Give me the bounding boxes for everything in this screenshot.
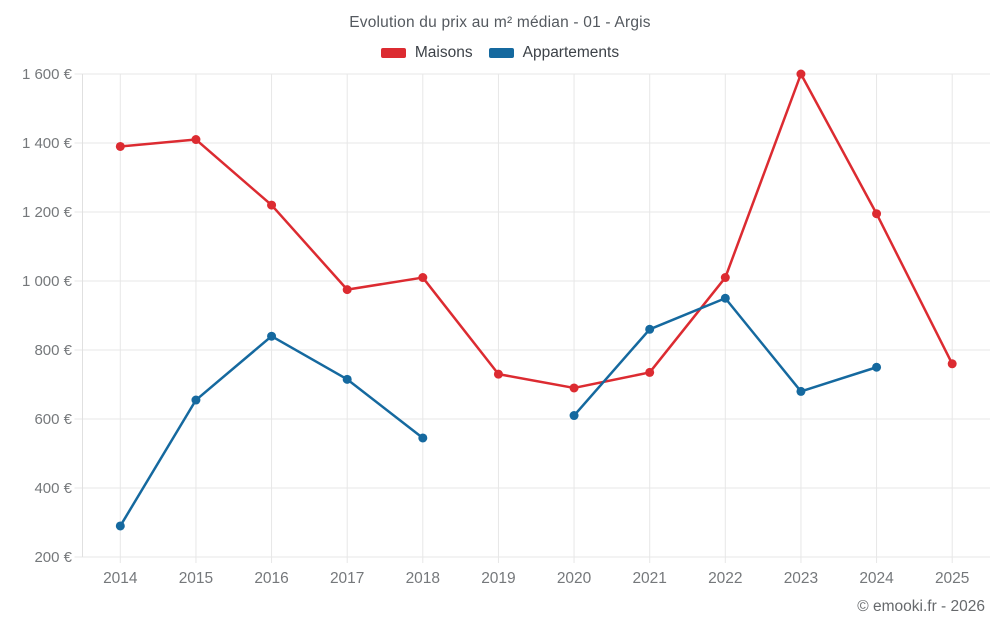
- legend-label-maisons: Maisons: [414, 44, 473, 61]
- data-point-maisons[interactable]: [115, 141, 125, 151]
- data-point-maisons[interactable]: [418, 273, 428, 283]
- legend-item-maisons[interactable]: Maisons: [380, 44, 473, 62]
- data-point-maisons[interactable]: [720, 273, 730, 283]
- series-line-maisons: [119, 72, 954, 390]
- data-point-maisons[interactable]: [493, 369, 503, 379]
- y-tick-label: 600 €: [34, 411, 72, 428]
- y-tick-label: 1 600 €: [22, 66, 73, 83]
- data-point-maisons[interactable]: [267, 200, 277, 210]
- x-tick-label: 2024: [859, 570, 894, 587]
- legend-label-appartements: Appartements: [522, 44, 620, 61]
- y-tick-label: 800 €: [34, 342, 72, 359]
- x-tick-label: 2019: [481, 570, 515, 587]
- x-tick-label: 2018: [406, 570, 440, 587]
- data-point-appartements[interactable]: [872, 362, 882, 372]
- data-point-appartements[interactable]: [796, 386, 806, 396]
- data-point-maisons[interactable]: [872, 209, 882, 219]
- x-tick-label: 2015: [179, 570, 213, 587]
- footer-credit: © emooki.fr - 2026: [857, 598, 985, 615]
- data-point-appartements[interactable]: [418, 433, 428, 443]
- data-point-appartements[interactable]: [645, 324, 655, 334]
- chart-title: Evolution du prix au m² médian - 01 - Ar…: [349, 14, 651, 31]
- y-tick-label: 1 200 €: [22, 204, 73, 221]
- data-point-appartements[interactable]: [267, 331, 277, 341]
- data-point-appartements[interactable]: [720, 293, 730, 303]
- x-tick-label: 2020: [557, 570, 592, 587]
- data-point-maisons[interactable]: [645, 367, 655, 377]
- legend-swatch-maisons-icon: [380, 48, 406, 58]
- data-point-appartements[interactable]: [191, 395, 201, 405]
- y-tick-label: 400 €: [34, 480, 72, 497]
- x-tick-label: 2025: [935, 570, 969, 587]
- data-point-maisons[interactable]: [342, 285, 352, 295]
- legend-swatch-appartements-icon: [488, 48, 514, 58]
- x-tick-label: 2023: [784, 570, 818, 587]
- x-tick-label: 2016: [254, 570, 288, 587]
- data-point-maisons[interactable]: [796, 69, 806, 79]
- data-point-appartements[interactable]: [115, 521, 125, 531]
- data-point-maisons[interactable]: [191, 135, 201, 145]
- x-tick-label: 2021: [632, 570, 666, 587]
- x-tick-label: 2022: [708, 570, 742, 587]
- data-point-maisons[interactable]: [947, 359, 957, 369]
- y-tick-label: 200 €: [34, 549, 72, 566]
- data-point-appartements[interactable]: [342, 374, 352, 384]
- data-point-appartements[interactable]: [569, 411, 579, 421]
- y-tick-label: 1 400 €: [22, 135, 73, 152]
- x-tick-label: 2014: [103, 570, 138, 587]
- y-tick-label: 1 000 €: [22, 273, 73, 290]
- data-point-maisons[interactable]: [569, 383, 579, 393]
- x-tick-label: 2017: [330, 570, 364, 587]
- legend-item-appartements[interactable]: Appartements: [488, 44, 620, 62]
- chart-legend: Maisons Appartements: [0, 44, 1000, 62]
